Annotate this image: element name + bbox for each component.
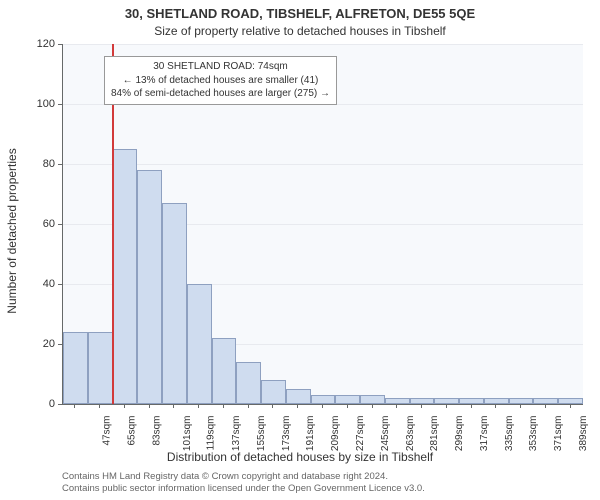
y-tick-mark (58, 104, 62, 105)
footer-line-2: Contains public sector information licen… (62, 483, 425, 495)
histogram-bar (212, 338, 237, 404)
x-tick-mark (347, 404, 348, 408)
grid-line (63, 164, 583, 165)
annotation-line: 30 SHETLAND ROAD: 74sqm (111, 60, 330, 74)
x-tick-label: 155sqm (256, 416, 267, 452)
grid-line (63, 44, 583, 45)
histogram-bar (187, 284, 212, 404)
x-tick-label: 101sqm (182, 416, 193, 452)
x-tick-mark (248, 404, 249, 408)
x-tick-mark (471, 404, 472, 408)
y-tick-label: 0 (15, 398, 55, 410)
x-tick-mark (421, 404, 422, 408)
y-tick-mark (58, 44, 62, 45)
x-tick-mark (396, 404, 397, 408)
x-tick-mark (173, 404, 174, 408)
annotation-box: 30 SHETLAND ROAD: 74sqm← 13% of detached… (104, 56, 337, 105)
chart-subtitle: Size of property relative to detached ho… (0, 24, 600, 38)
x-tick-mark (446, 404, 447, 408)
x-tick-mark (520, 404, 521, 408)
x-tick-label: 335sqm (504, 416, 515, 452)
y-tick-mark (58, 224, 62, 225)
x-tick-mark (198, 404, 199, 408)
y-tick-label: 80 (15, 158, 55, 170)
x-tick-label: 119sqm (206, 416, 217, 451)
y-tick-label: 60 (15, 218, 55, 230)
x-tick-label: 173sqm (281, 416, 292, 452)
x-tick-label: 353sqm (528, 416, 539, 452)
x-tick-mark (74, 404, 75, 408)
x-tick-mark (570, 404, 571, 408)
x-tick-label: 47sqm (102, 416, 113, 446)
histogram-bar (137, 170, 162, 404)
annotation-line: ← 13% of detached houses are smaller (41… (111, 74, 330, 88)
chart-container: 30, SHETLAND ROAD, TIBSHELF, ALFRETON, D… (0, 0, 600, 500)
histogram-bar (533, 398, 558, 404)
histogram-bar (162, 203, 187, 404)
histogram-bar (434, 398, 459, 404)
x-tick-mark (149, 404, 150, 408)
x-tick-label: 83sqm (151, 416, 162, 446)
footer-text: Contains HM Land Registry data © Crown c… (62, 471, 425, 495)
histogram-bar (261, 380, 286, 404)
y-tick-label: 120 (15, 38, 55, 50)
x-tick-label: 299sqm (454, 416, 465, 452)
x-tick-label: 191sqm (306, 416, 317, 452)
annotation-line: 84% of semi-detached houses are larger (… (111, 87, 330, 101)
x-tick-mark (99, 404, 100, 408)
x-tick-mark (124, 404, 125, 408)
histogram-bar (236, 362, 261, 404)
y-tick-label: 40 (15, 278, 55, 290)
x-tick-mark (272, 404, 273, 408)
x-tick-label: 209sqm (330, 416, 341, 452)
x-tick-label: 245sqm (380, 416, 391, 452)
y-tick-mark (58, 404, 62, 405)
x-tick-label: 371sqm (553, 416, 564, 452)
y-tick-mark (58, 164, 62, 165)
y-tick-mark (58, 344, 62, 345)
x-tick-label: 389sqm (578, 416, 589, 452)
x-tick-mark (223, 404, 224, 408)
histogram-bar (459, 398, 484, 404)
histogram-bar (286, 389, 311, 404)
x-axis-label: Distribution of detached houses by size … (0, 450, 600, 464)
x-tick-mark (322, 404, 323, 408)
x-tick-label: 263sqm (405, 416, 416, 452)
x-tick-label: 137sqm (231, 416, 242, 452)
x-tick-label: 65sqm (127, 416, 138, 446)
x-tick-mark (495, 404, 496, 408)
histogram-bar (360, 395, 385, 404)
y-tick-label: 100 (15, 98, 55, 110)
histogram-bar (88, 332, 113, 404)
histogram-bar (311, 395, 336, 404)
x-tick-label: 281sqm (429, 416, 440, 452)
histogram-bar (335, 395, 360, 404)
x-tick-mark (372, 404, 373, 408)
histogram-bar (558, 398, 583, 404)
x-tick-label: 227sqm (355, 416, 366, 452)
footer-line-1: Contains HM Land Registry data © Crown c… (62, 471, 425, 483)
chart-title: 30, SHETLAND ROAD, TIBSHELF, ALFRETON, D… (0, 6, 600, 21)
histogram-bar (63, 332, 88, 404)
histogram-bar (113, 149, 138, 404)
y-tick-mark (58, 284, 62, 285)
x-tick-label: 317sqm (479, 416, 490, 452)
x-tick-mark (545, 404, 546, 408)
y-tick-label: 20 (15, 338, 55, 350)
x-tick-mark (297, 404, 298, 408)
